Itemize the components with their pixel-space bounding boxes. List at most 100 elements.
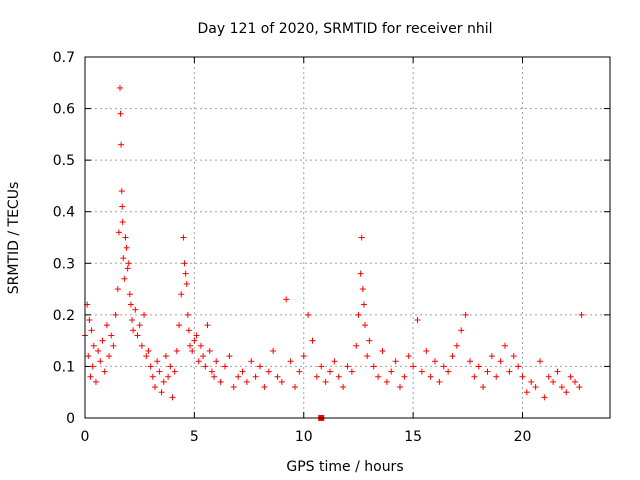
data-point	[357, 270, 364, 277]
data-point	[497, 358, 504, 365]
data-point	[484, 368, 491, 375]
data-point	[138, 342, 145, 349]
data-point	[545, 373, 552, 380]
data-point	[195, 358, 202, 365]
data-point	[126, 291, 133, 298]
data-point	[108, 332, 115, 339]
data-point	[558, 384, 565, 391]
data-point	[401, 373, 408, 380]
data-point	[118, 141, 125, 148]
y-axis-label: SRMTID / TECUs	[6, 182, 22, 295]
data-point	[296, 368, 303, 375]
data-point	[129, 317, 136, 324]
data-point	[309, 337, 316, 344]
data-point	[121, 275, 128, 282]
data-point	[427, 373, 434, 380]
data-point	[211, 373, 218, 380]
data-point	[110, 342, 117, 349]
data-point	[85, 353, 92, 360]
data-point	[115, 229, 122, 236]
x-tick-label: 5	[190, 429, 199, 445]
data-point	[117, 84, 123, 91]
data-point	[436, 378, 443, 385]
data-point	[360, 301, 367, 308]
data-point	[510, 353, 517, 360]
data-point	[217, 378, 224, 385]
data-point	[331, 358, 338, 365]
data-point	[136, 322, 143, 329]
x-tick-label: 15	[404, 429, 422, 445]
data-point	[149, 373, 156, 380]
data-point	[563, 389, 570, 396]
data-point	[532, 384, 539, 391]
data-point	[86, 317, 93, 324]
data-point	[432, 358, 438, 365]
data-point	[182, 270, 189, 277]
data-point	[359, 286, 366, 293]
data-point	[502, 342, 508, 349]
data-point	[222, 363, 228, 370]
data-point	[278, 378, 285, 385]
data-point	[204, 322, 211, 329]
data-point	[453, 342, 460, 349]
x-tick-label: 10	[295, 429, 313, 445]
data-point	[208, 368, 215, 375]
x-axis-label: GPS time / hours	[286, 459, 403, 475]
data-point	[471, 373, 478, 380]
data-point	[152, 384, 158, 391]
data-point	[180, 234, 187, 241]
data-point	[449, 353, 456, 360]
data-point	[87, 373, 94, 380]
data-point	[92, 378, 99, 385]
data-point	[554, 368, 561, 375]
data-point	[200, 353, 207, 360]
data-point	[147, 363, 154, 370]
data-point	[353, 342, 360, 349]
data-point	[141, 311, 148, 318]
data-point	[127, 301, 134, 308]
data-point	[375, 373, 382, 380]
data-point	[154, 358, 161, 365]
y-tick-label: 0.1	[53, 359, 75, 375]
data-point	[515, 363, 522, 370]
data-point	[528, 378, 535, 385]
data-point	[488, 353, 495, 360]
data-point	[99, 337, 106, 344]
data-point	[405, 353, 412, 360]
data-point	[130, 327, 137, 334]
data-point	[173, 347, 180, 354]
data-point	[379, 347, 386, 354]
data-point	[366, 337, 373, 344]
y-tick-label: 0.4	[53, 205, 75, 221]
data-point	[101, 368, 108, 375]
data-point	[243, 378, 250, 385]
data-point	[114, 286, 121, 293]
data-point	[370, 363, 377, 370]
data-point	[239, 368, 246, 375]
data-point	[270, 347, 277, 354]
data-point	[418, 368, 425, 375]
data-point	[261, 384, 268, 391]
data-point	[423, 347, 430, 354]
data-point	[169, 394, 176, 401]
data-point	[506, 368, 513, 375]
data-point	[300, 353, 307, 360]
data-point	[171, 368, 178, 375]
data-point	[383, 378, 390, 385]
data-point	[458, 327, 465, 334]
data-point	[118, 188, 125, 195]
y-tick-label: 0.2	[53, 308, 75, 324]
data-point	[183, 280, 190, 287]
data-point	[97, 358, 104, 365]
data-point	[193, 332, 200, 339]
data-point	[181, 260, 188, 267]
data-point	[158, 389, 165, 396]
data-point	[335, 373, 342, 380]
data-point	[235, 373, 242, 380]
data-point	[414, 317, 421, 324]
data-point	[103, 322, 110, 329]
data-point	[355, 311, 362, 318]
data-point	[392, 358, 399, 365]
data-point	[274, 373, 281, 380]
